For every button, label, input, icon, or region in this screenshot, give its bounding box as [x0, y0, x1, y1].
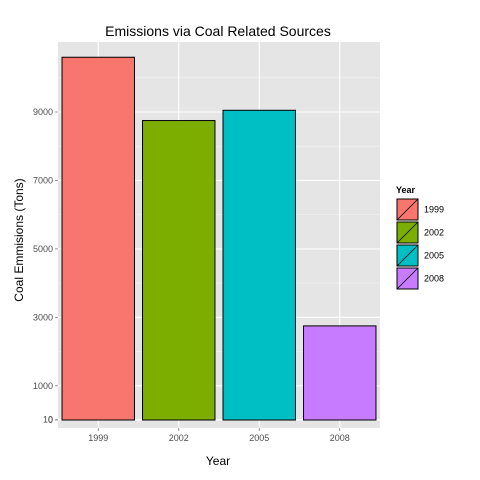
legend-swatch-diagonal: [396, 221, 419, 244]
bar-2005: [222, 109, 296, 421]
y-axis-label: Coal Emmisions (Tons): [12, 178, 26, 301]
legend-swatch-diagonal: [396, 267, 419, 290]
bar-1999: [61, 56, 135, 421]
bar-2002: [142, 120, 216, 421]
legend-swatch-diagonal: [396, 244, 419, 267]
x-axis: 1999 2002 2005 2008: [88, 428, 350, 443]
bars: [61, 56, 377, 421]
legend-label: 2002: [424, 228, 444, 238]
y-tick-label: 3000: [33, 312, 53, 322]
legend-item-1999: 1999: [395, 197, 444, 222]
legend: Year 1999 2002 2005 2008: [395, 185, 444, 291]
y-tick-label: 5000: [33, 244, 53, 254]
x-axis-label: Year: [206, 454, 230, 468]
bar-2008: [303, 325, 377, 421]
x-tick-label: 2002: [169, 433, 189, 443]
y-tick-label: 1000: [33, 381, 53, 391]
y-tick-label: 9000: [33, 107, 53, 117]
legend-item-2002: 2002: [395, 220, 444, 245]
legend-label: 2008: [424, 274, 444, 284]
x-tick-label: 2008: [330, 433, 350, 443]
y-axis: 010 1000 3000 5000 7000 9000: [33, 107, 58, 425]
legend-label: 1999: [424, 205, 444, 215]
x-tick-label: 2005: [249, 433, 269, 443]
legend-label: 2005: [424, 251, 444, 261]
y-tick-label: 10: [43, 415, 53, 425]
legend-swatch-diagonal: [396, 198, 419, 221]
x-tick-label: 1999: [88, 433, 108, 443]
y-tick-label: 7000: [33, 175, 53, 185]
y-tick-label: 0: [48, 415, 53, 425]
chart-title: Emissions via Coal Related Sources: [105, 23, 331, 39]
legend-title: Year: [396, 185, 416, 195]
legend-item-2008: 2008: [395, 266, 444, 291]
legend-item-2005: 2005: [395, 243, 444, 268]
